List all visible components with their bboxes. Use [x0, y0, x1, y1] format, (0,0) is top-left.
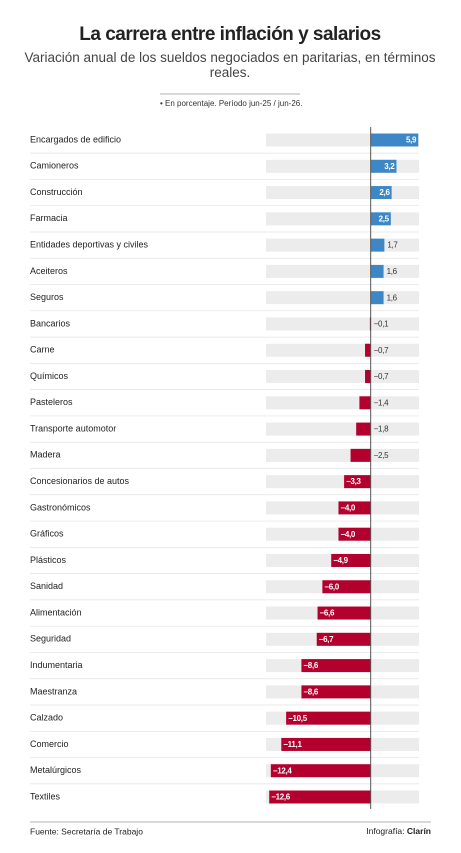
- value-label: 3,2: [384, 162, 395, 171]
- bar-track: [266, 212, 419, 226]
- value-label: −4,0: [340, 530, 355, 539]
- chart-subtitle: Variación anual de los sueldos negociado…: [25, 50, 436, 80]
- value-label: 1,6: [387, 293, 398, 302]
- category-label: Carne: [30, 345, 55, 355]
- category-label: Concesionarios de autos: [30, 476, 130, 486]
- bar: [365, 370, 371, 384]
- credit-brand: Clarín: [407, 826, 431, 836]
- bar: [370, 238, 385, 252]
- category-label: Comercio: [30, 739, 69, 749]
- bar: [331, 553, 371, 567]
- value-label: −1,8: [374, 425, 389, 434]
- value-label: −11,1: [283, 740, 302, 749]
- bar: [370, 264, 384, 278]
- bar: [370, 133, 419, 147]
- chart-title: La carrera entre inflación y salarios: [79, 24, 381, 45]
- bar: [269, 790, 371, 804]
- value-label: 2,6: [379, 188, 390, 197]
- bar: [370, 212, 391, 226]
- category-label: Indumentaria: [30, 660, 83, 670]
- bar: [301, 685, 371, 699]
- category-label: Madera: [30, 450, 61, 460]
- bar-track: [266, 448, 419, 462]
- value-label: −0,1: [374, 320, 389, 329]
- value-label: −3,3: [346, 477, 361, 486]
- chart-note: • En porcentaje. Período jun-25 / jun-26…: [160, 99, 302, 108]
- value-label: −4,9: [333, 556, 348, 565]
- value-label: −10,5: [288, 714, 308, 723]
- category-label: Camioneros: [30, 161, 79, 171]
- category-label: Maestranza: [30, 686, 77, 696]
- category-label: Construcción: [30, 187, 83, 197]
- value-label: −0,7: [374, 346, 389, 355]
- category-label: Alimentación: [30, 607, 82, 617]
- value-label: 1,7: [387, 241, 398, 250]
- category-label: Seguros: [30, 292, 64, 302]
- bar-track: [266, 186, 419, 200]
- category-label: Químicos: [30, 371, 69, 381]
- category-label: Calzado: [30, 713, 63, 723]
- value-label: 1,6: [387, 267, 398, 276]
- category-label: Gráficos: [30, 529, 64, 539]
- value-label: −8,6: [303, 687, 318, 696]
- value-label: −6,7: [319, 635, 334, 644]
- value-label: −0,7: [374, 372, 389, 381]
- bar: [270, 764, 371, 778]
- bar: [370, 159, 397, 173]
- category-label: Gastronómicos: [30, 502, 91, 512]
- category-label: Entidades deportivas y civiles: [30, 239, 149, 249]
- bar: [370, 291, 384, 305]
- value-label: −6,6: [320, 609, 335, 618]
- bar-track: [266, 317, 419, 331]
- bar: [344, 475, 371, 489]
- value-label: −12,4: [273, 766, 293, 775]
- bar: [356, 422, 371, 436]
- bar: [370, 186, 392, 200]
- bar: [338, 501, 371, 515]
- bar: [322, 580, 371, 594]
- category-label: Aceiteros: [30, 266, 68, 276]
- bar: [350, 448, 371, 462]
- category-label: Farmacia: [30, 213, 68, 223]
- category-label: Transporte automotor: [30, 423, 116, 433]
- bar-track: [266, 396, 419, 410]
- bar: [301, 659, 371, 673]
- bar: [316, 632, 371, 646]
- value-label: −8,6: [303, 661, 318, 670]
- category-label: Textiles: [30, 791, 61, 801]
- category-label: Seguridad: [30, 634, 71, 644]
- bar: [286, 711, 371, 725]
- category-label: Pasteleros: [30, 397, 73, 407]
- value-label: 5,9: [406, 136, 417, 145]
- category-label: Sanidad: [30, 581, 63, 591]
- value-label: −4,0: [340, 504, 355, 513]
- value-label: −12,6: [271, 793, 291, 802]
- value-label: −2,5: [374, 451, 389, 460]
- value-label: 2,5: [379, 214, 390, 223]
- category-label: Plásticos: [30, 555, 67, 565]
- bar-track: [266, 370, 419, 384]
- category-label: Metalúrgicos: [30, 765, 82, 775]
- bar: [338, 527, 371, 541]
- bar: [281, 737, 371, 751]
- bar: [359, 396, 371, 410]
- bar-track: [266, 422, 419, 436]
- bar-track: [266, 475, 419, 489]
- bar: [365, 343, 371, 357]
- category-label: Encargados de edificio: [30, 134, 121, 144]
- value-label: −6,0: [324, 582, 339, 591]
- value-label: −1,4: [374, 398, 389, 407]
- category-label: Bancarios: [30, 318, 71, 328]
- bar: [317, 606, 371, 620]
- credit-label: Infografía:: [366, 826, 404, 836]
- source: Fuente: Secretaría de Trabajo: [30, 826, 143, 836]
- bar-track: [266, 343, 419, 357]
- credit: Infografía: Clarín: [366, 826, 431, 836]
